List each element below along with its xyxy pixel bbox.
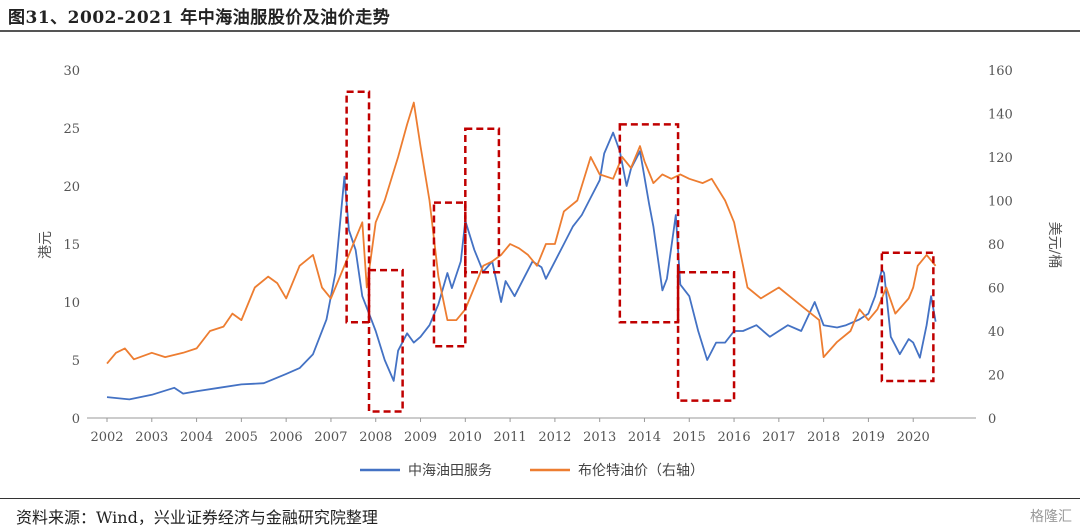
y-left-tick-label: 5 (72, 354, 80, 369)
x-tick-label: 2017 (762, 430, 795, 445)
y-left-axis-title: 港元 (38, 231, 54, 259)
legend-label-brent: 布伦特油价（右轴） (578, 463, 704, 479)
x-tick-label: 2016 (718, 430, 751, 445)
y-left-tick-label: 20 (63, 180, 80, 195)
y-left-tick-label: 30 (63, 64, 80, 79)
y-right-tick-label: 80 (988, 238, 1005, 253)
x-tick-label: 2007 (314, 430, 347, 445)
y-right-tick-label: 0 (988, 412, 996, 427)
y-right-tick-label: 40 (988, 325, 1005, 340)
y-right-tick-label: 100 (988, 195, 1013, 210)
series-line-stock (106, 131, 937, 401)
highlight-box (618, 123, 680, 324)
x-tick-label: 2005 (225, 430, 258, 445)
y-left-tick-label: 0 (72, 412, 80, 427)
y-left-tick-label: 25 (63, 122, 80, 137)
x-tick-label: 2015 (673, 430, 706, 445)
x-tick-label: 2008 (359, 430, 392, 445)
highlight-box (367, 268, 404, 413)
y-left-tick-label: 10 (63, 296, 80, 311)
y-left-tick-label: 15 (63, 238, 80, 253)
watermark-logo: 格隆汇 (1030, 509, 1072, 525)
x-tick-label: 2012 (538, 430, 571, 445)
x-tick-label: 2006 (270, 430, 303, 445)
y-right-tick-label: 20 (988, 369, 1005, 384)
highlight-box (464, 127, 501, 274)
x-tick-label: 2003 (135, 430, 168, 445)
dual-axis-line-chart: 2002 2003 2004 2005 2006 2007 2008 2009 2010 2011… (38, 64, 1062, 479)
series-line-brent (106, 101, 937, 365)
y-right-tick-label: 60 (988, 282, 1005, 297)
highlight-box (432, 201, 467, 348)
x-tick-label: 2009 (404, 430, 437, 445)
x-tick-label: 2018 (807, 430, 840, 445)
x-tick-label: 2020 (897, 430, 930, 445)
y-right-tick-label: 120 (988, 151, 1013, 166)
x-tick-label: 2011 (494, 430, 527, 445)
highlight-box (676, 271, 736, 402)
x-tick-label: 2014 (628, 430, 661, 445)
y-right-axis-title: 美元/桶 (1046, 222, 1062, 269)
source-divider (0, 498, 1080, 499)
x-tick-label: 2013 (583, 430, 616, 445)
figure-title: 图31、2002-2021 年中海油服股价及油价走势 (8, 8, 391, 28)
y-right-tick-label: 140 (988, 108, 1013, 123)
x-tick-label: 2019 (852, 430, 885, 445)
legend-label-stock: 中海油田服务 (408, 463, 492, 479)
x-tick-label: 2002 (90, 430, 123, 445)
highlight-box (880, 251, 935, 383)
x-tick-label: 2004 (180, 430, 213, 445)
x-tick-label: 2010 (449, 430, 482, 445)
title-divider (0, 30, 1080, 32)
source-note: 资料来源：Wind，兴业证券经济与金融研究院整理 (16, 508, 378, 527)
y-right-tick-label: 160 (988, 64, 1013, 79)
highlight-box (345, 90, 371, 324)
